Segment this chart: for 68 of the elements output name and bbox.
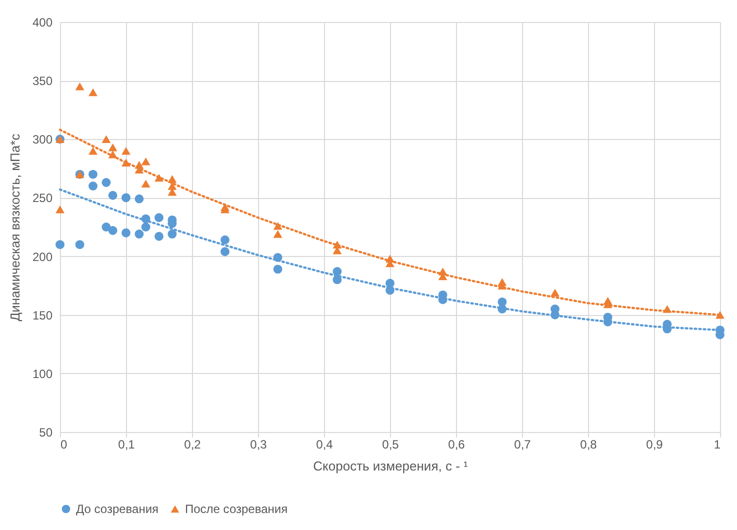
point — [88, 146, 98, 155]
point — [154, 232, 164, 241]
point — [498, 304, 507, 314]
y-tick-label: 150 — [32, 308, 53, 322]
point — [716, 310, 724, 319]
y-tick-label: 350 — [32, 74, 53, 88]
point — [88, 170, 98, 179]
y-tick-label: 50 — [39, 426, 53, 440]
x-tick-label: 0,9 — [646, 438, 664, 452]
point — [56, 206, 64, 214]
point — [273, 252, 282, 262]
point — [108, 226, 118, 235]
x-axis-title: Скорость измерения, с - ¹ — [313, 458, 469, 474]
x-tick-label: 0,5 — [382, 438, 400, 452]
x-tick-label: 0,8 — [580, 438, 598, 452]
y-axis-title: Динамическая вязкость, мПа*с — [7, 133, 22, 322]
point — [88, 182, 98, 190]
point — [332, 240, 342, 248]
y-tick-label: 400 — [32, 16, 53, 30]
point — [88, 88, 98, 96]
point — [154, 174, 164, 182]
point — [122, 146, 130, 155]
point — [332, 267, 342, 276]
point — [122, 228, 130, 238]
legend-label: До созревания — [76, 502, 159, 516]
x-tick-label: 0,6 — [448, 438, 466, 452]
y-tick-label: 100 — [32, 366, 53, 381]
point — [168, 175, 177, 183]
x-tick-label: 0,7 — [514, 438, 532, 452]
point — [134, 194, 144, 204]
point — [332, 275, 342, 284]
x-tick-label: 0 — [60, 438, 68, 452]
point — [273, 222, 282, 230]
y-tick-label: 200 — [32, 250, 53, 264]
y-tick-label: 250 — [32, 191, 53, 206]
point — [122, 158, 130, 166]
x-tick-label: 0,4 — [316, 438, 334, 452]
point — [386, 286, 394, 295]
x-tick-label: 0,1 — [118, 438, 136, 452]
point — [141, 158, 150, 166]
point — [273, 230, 282, 238]
x-tick-label: 1 — [714, 438, 721, 452]
point — [75, 240, 84, 250]
point — [108, 143, 118, 152]
point — [108, 150, 118, 158]
point — [108, 190, 118, 200]
point — [168, 230, 177, 238]
point — [122, 193, 130, 202]
point — [141, 214, 150, 224]
point — [220, 235, 230, 244]
point — [273, 264, 282, 274]
y-tick-label: 300 — [32, 132, 53, 147]
point — [56, 240, 64, 250]
point — [134, 230, 144, 238]
point — [102, 135, 111, 144]
point — [168, 182, 177, 190]
point — [550, 288, 560, 296]
point — [102, 178, 111, 187]
point — [662, 305, 672, 313]
point — [220, 247, 230, 256]
x-tick-label: 0,3 — [250, 438, 268, 452]
point — [154, 213, 164, 222]
point — [102, 222, 111, 232]
point — [141, 180, 150, 188]
point — [75, 82, 84, 90]
x-tick-label: 0,2 — [184, 438, 202, 452]
legend-label: После созревания — [185, 502, 288, 516]
point — [141, 222, 150, 232]
